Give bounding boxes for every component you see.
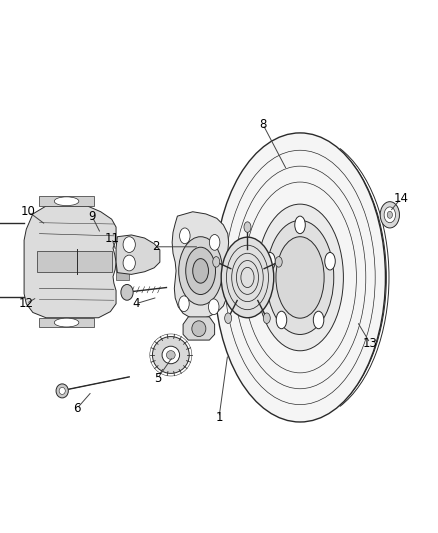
Ellipse shape	[221, 237, 274, 318]
Ellipse shape	[186, 247, 215, 295]
Ellipse shape	[179, 237, 223, 305]
Ellipse shape	[166, 351, 175, 359]
Ellipse shape	[275, 256, 282, 267]
Text: 5: 5	[154, 372, 161, 385]
Text: 6: 6	[73, 402, 81, 415]
Text: 10: 10	[21, 205, 36, 218]
Ellipse shape	[193, 259, 208, 283]
Ellipse shape	[215, 133, 385, 422]
Ellipse shape	[123, 237, 135, 253]
Ellipse shape	[54, 197, 79, 206]
Ellipse shape	[263, 313, 270, 324]
Ellipse shape	[313, 311, 324, 329]
Text: 14: 14	[393, 192, 408, 205]
Polygon shape	[37, 251, 112, 272]
Text: 2: 2	[152, 240, 159, 253]
Ellipse shape	[59, 387, 65, 394]
Ellipse shape	[244, 222, 251, 232]
Ellipse shape	[257, 204, 343, 351]
Polygon shape	[116, 243, 129, 280]
Ellipse shape	[384, 207, 396, 223]
Ellipse shape	[325, 253, 335, 270]
Ellipse shape	[276, 237, 324, 318]
Ellipse shape	[121, 285, 133, 300]
Text: 4: 4	[132, 297, 140, 310]
Ellipse shape	[276, 311, 287, 329]
Text: 11: 11	[104, 231, 119, 245]
Ellipse shape	[387, 211, 392, 219]
Ellipse shape	[179, 296, 189, 312]
Ellipse shape	[380, 201, 399, 228]
Ellipse shape	[209, 235, 220, 251]
Polygon shape	[39, 318, 94, 327]
Polygon shape	[183, 317, 215, 340]
Ellipse shape	[162, 346, 180, 364]
Ellipse shape	[225, 313, 232, 324]
Ellipse shape	[266, 221, 334, 335]
Ellipse shape	[56, 384, 68, 398]
Ellipse shape	[152, 336, 189, 374]
Ellipse shape	[208, 299, 219, 314]
Text: 12: 12	[19, 297, 34, 310]
Ellipse shape	[54, 318, 79, 327]
Polygon shape	[116, 235, 160, 274]
Ellipse shape	[213, 256, 220, 267]
Polygon shape	[172, 212, 229, 319]
Polygon shape	[39, 197, 94, 206]
Text: 8: 8	[259, 118, 266, 131]
Ellipse shape	[192, 321, 206, 336]
Text: 13: 13	[363, 337, 378, 350]
Ellipse shape	[123, 255, 135, 271]
Polygon shape	[24, 206, 116, 318]
Ellipse shape	[265, 253, 276, 270]
Ellipse shape	[295, 216, 305, 233]
Ellipse shape	[180, 228, 190, 244]
Text: 1: 1	[215, 411, 223, 424]
Text: 9: 9	[88, 209, 96, 223]
